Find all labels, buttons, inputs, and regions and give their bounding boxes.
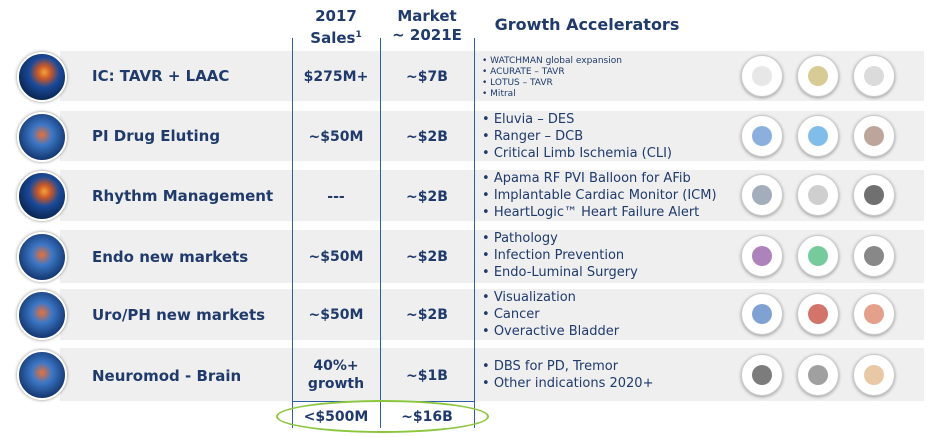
sales-value: $275M+	[303, 69, 369, 85]
bullet-item: Implantable Cardiac Monitor (ICM)	[482, 187, 717, 204]
bullet-list: Apama RF PVI Balloon for AFib Implantabl…	[482, 170, 717, 221]
bullet-item: LOTUS – TAVR	[482, 78, 622, 89]
column-divider	[380, 38, 381, 428]
market-value: ~$2B	[406, 129, 448, 145]
bullet-item: Apama RF PVI Balloon for AFib	[482, 170, 717, 187]
sales-value: ~$50M	[308, 129, 364, 145]
sales-value: ~$50M	[308, 307, 364, 323]
pathology-device-icon	[741, 235, 783, 277]
vessel-stent-icon	[853, 115, 895, 157]
endoscopic-tool-icon	[853, 235, 895, 277]
bullet-item: Other indications 2020+	[482, 375, 654, 392]
sales-value: ~$50M	[308, 249, 364, 265]
balloon-catheter-icon	[797, 115, 839, 157]
visualization-scope-icon	[741, 293, 783, 335]
digestive-anatomy-icon	[17, 232, 67, 282]
balloon-ablation-icon	[741, 174, 783, 216]
infection-prevention-icon	[797, 235, 839, 277]
header-sales-year: 2017	[315, 7, 357, 25]
footnote-marker: 1	[355, 30, 362, 40]
bullet-list: DBS for PD, Tremor Other indications 202…	[482, 358, 654, 392]
row-label: Endo new markets	[92, 248, 249, 266]
row-label: Uro/PH new markets	[92, 306, 266, 324]
row-label: PI Drug Eluting	[92, 127, 221, 145]
bullet-item: Overactive Bladder	[482, 323, 619, 340]
bullet-item: Endo-Luminal Surgery	[482, 264, 638, 281]
heart-anatomy-icon	[17, 52, 67, 102]
market-value: ~$2B	[406, 249, 448, 265]
bullet-item: Pathology	[482, 230, 638, 247]
stent-device-icon	[741, 115, 783, 157]
bullet-item: DBS for PD, Tremor	[482, 358, 653, 375]
header-sales: 2017 Sales1	[292, 7, 380, 48]
dbs-programmer-icon	[741, 354, 783, 396]
brain-head-icon	[853, 354, 895, 396]
bullet-list: WATCHMAN global expansion ACURATE – TAVR…	[482, 56, 622, 100]
valve-device-icon	[853, 55, 895, 97]
sales-value: ---	[327, 189, 345, 205]
row-label: Rhythm Management	[92, 187, 274, 205]
tavr-device-icon	[797, 55, 839, 97]
market-value: ~$1B	[406, 368, 448, 384]
bullet-item: Cancer	[482, 306, 619, 323]
bullet-list: Eluvia – DES Ranger – DCB Critical Limb …	[482, 111, 672, 162]
bullet-item: WATCHMAN global expansion	[482, 56, 622, 67]
header-growth: Growth Accelerators	[494, 15, 680, 34]
sales-line2: growth	[307, 376, 365, 392]
bullet-list: Visualization Cancer Overactive Bladder	[482, 289, 619, 340]
market-value: ~$7B	[406, 69, 448, 85]
bullet-item: Visualization	[482, 289, 619, 306]
bullet-list: Pathology Infection Prevention Endo-Lumi…	[482, 230, 638, 281]
bullet-item: HeartLogic™ Heart Failure Alert	[482, 204, 717, 221]
column-divider	[292, 38, 293, 428]
bullet-item: ACURATE – TAVR	[482, 67, 622, 78]
bullet-item: Critical Limb Ischemia (CLI)	[482, 145, 672, 162]
dbs-lead-icon	[797, 354, 839, 396]
urinary-anatomy-icon	[17, 290, 67, 340]
bullet-item: Infection Prevention	[482, 247, 638, 264]
sensor-lead-icon	[853, 174, 895, 216]
totals-highlight-ellipse	[276, 400, 489, 433]
header-sales-label: Sales	[310, 29, 356, 47]
heart-anatomy-icon	[17, 171, 67, 221]
cardiac-monitor-icon	[797, 174, 839, 216]
bullet-item: Eluvia – DES	[482, 111, 672, 128]
sales-value: 40%+ growth	[292, 357, 380, 393]
header-market-year: ~ 2021E	[392, 26, 462, 44]
header-market-label: Market	[397, 7, 457, 25]
bladder-anatomy-icon	[853, 293, 895, 335]
vascular-anatomy-icon	[17, 112, 67, 162]
column-divider	[474, 38, 475, 428]
market-value: ~$2B	[406, 307, 448, 323]
prostate-anatomy-icon	[797, 293, 839, 335]
bullet-item: Ranger – DCB	[482, 128, 672, 145]
brain-anatomy-icon	[17, 350, 67, 400]
watchman-device-icon	[741, 55, 783, 97]
row-label: IC: TAVR + LAAC	[92, 67, 230, 85]
header-market: Market ~ 2021E	[380, 7, 474, 45]
market-value: ~$2B	[406, 189, 448, 205]
bullet-item: Mitral	[482, 89, 622, 100]
sales-line1: 40%+	[313, 358, 359, 374]
row-label: Neuromod - Brain	[92, 367, 242, 385]
